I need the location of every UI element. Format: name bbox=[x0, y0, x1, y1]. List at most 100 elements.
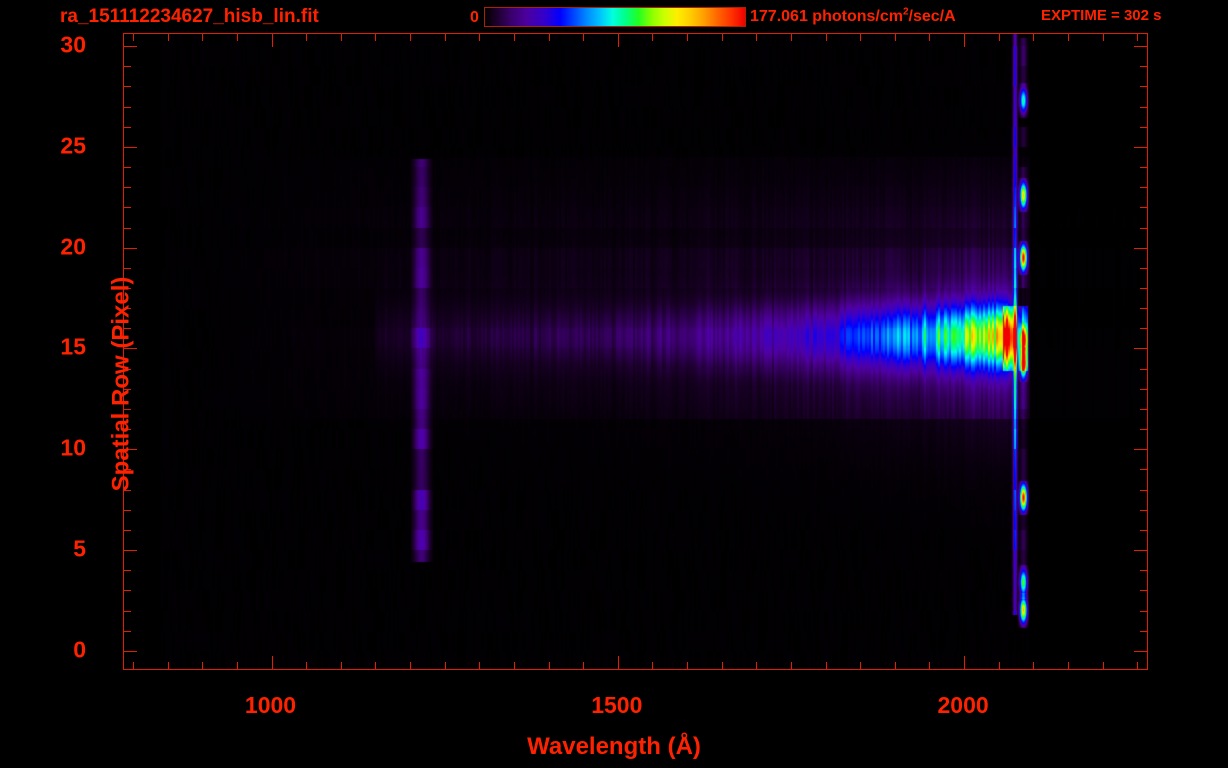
tick-mark bbox=[124, 530, 131, 531]
tick-mark bbox=[375, 662, 376, 669]
tick-mark bbox=[1134, 147, 1147, 148]
tick-mark bbox=[1103, 662, 1104, 669]
tick-mark bbox=[124, 147, 137, 148]
tick-mark bbox=[124, 107, 131, 108]
x-tick-label: 2000 bbox=[937, 692, 989, 718]
tick-mark bbox=[618, 656, 619, 669]
tick-mark bbox=[272, 656, 273, 669]
colorbar[interactable] bbox=[484, 7, 746, 27]
tick-mark bbox=[514, 662, 515, 669]
y-tick-label: 30 bbox=[60, 31, 86, 58]
tick-mark bbox=[1134, 348, 1147, 349]
tick-mark bbox=[929, 34, 930, 41]
tick-mark bbox=[1134, 248, 1147, 249]
tick-mark bbox=[1134, 550, 1147, 551]
tick-mark bbox=[124, 389, 131, 390]
tick-mark bbox=[479, 34, 480, 41]
y-tick-label: 0 bbox=[73, 636, 86, 663]
colorbar-max-label: 177.061 photons/cm2/sec/A bbox=[750, 7, 956, 26]
tick-mark bbox=[756, 662, 757, 669]
tick-mark bbox=[1140, 590, 1147, 591]
tick-mark bbox=[860, 34, 861, 41]
tick-mark bbox=[1140, 389, 1147, 390]
tick-mark bbox=[1140, 86, 1147, 87]
tick-mark bbox=[514, 34, 515, 41]
tick-mark bbox=[826, 34, 827, 41]
tick-mark bbox=[1134, 46, 1147, 47]
page-title: ra_151112234627_hisb_lin.fit bbox=[60, 6, 319, 27]
tick-mark bbox=[895, 34, 896, 41]
tick-mark bbox=[168, 662, 169, 669]
tick-mark bbox=[1068, 34, 1069, 41]
tick-mark bbox=[124, 308, 131, 309]
tick-mark bbox=[1137, 34, 1138, 41]
tick-mark bbox=[479, 662, 480, 669]
tick-mark bbox=[687, 34, 688, 41]
tick-mark bbox=[860, 662, 861, 669]
y-tick-label: 15 bbox=[60, 333, 86, 360]
tick-mark bbox=[999, 662, 1000, 669]
tick-mark bbox=[929, 662, 930, 669]
tick-mark bbox=[124, 490, 131, 491]
tick-mark bbox=[1140, 611, 1147, 612]
tick-mark bbox=[306, 34, 307, 41]
tick-mark bbox=[1140, 429, 1147, 430]
tick-mark bbox=[124, 228, 131, 229]
colorbar-min-label: 0 bbox=[470, 9, 479, 26]
tick-mark bbox=[1103, 34, 1104, 41]
tick-mark bbox=[124, 590, 131, 591]
tick-mark bbox=[652, 662, 653, 669]
tick-mark bbox=[124, 510, 131, 511]
tick-mark bbox=[375, 34, 376, 41]
tick-mark bbox=[1140, 127, 1147, 128]
tick-mark bbox=[124, 86, 131, 87]
tick-mark bbox=[124, 46, 137, 47]
y-tick-label: 10 bbox=[60, 434, 86, 461]
tick-mark bbox=[1140, 228, 1147, 229]
tick-mark bbox=[583, 34, 584, 41]
tick-mark bbox=[410, 34, 411, 41]
tick-mark bbox=[124, 268, 131, 269]
tick-mark bbox=[549, 34, 550, 41]
tick-mark bbox=[1140, 631, 1147, 632]
plot-area[interactable] bbox=[123, 33, 1148, 670]
tick-mark bbox=[133, 662, 134, 669]
tick-mark bbox=[124, 167, 131, 168]
tick-mark bbox=[1140, 107, 1147, 108]
tick-mark bbox=[124, 570, 131, 571]
tick-mark bbox=[124, 631, 131, 632]
tick-mark bbox=[1068, 662, 1069, 669]
exptime-annotation: EXPTIME = 302 s bbox=[1041, 7, 1162, 24]
colorbar-units-post: /sec/A bbox=[908, 8, 956, 25]
tick-mark bbox=[124, 651, 137, 652]
tick-mark bbox=[1140, 268, 1147, 269]
tick-mark bbox=[1140, 328, 1147, 329]
tick-mark bbox=[124, 611, 131, 612]
tick-mark bbox=[124, 550, 137, 551]
tick-mark bbox=[722, 662, 723, 669]
tick-mark bbox=[237, 662, 238, 669]
tick-mark bbox=[1140, 469, 1147, 470]
tick-mark bbox=[1137, 662, 1138, 669]
tick-mark bbox=[124, 127, 131, 128]
tick-mark bbox=[826, 662, 827, 669]
tick-mark bbox=[341, 34, 342, 41]
tick-mark bbox=[1140, 207, 1147, 208]
tick-mark bbox=[722, 34, 723, 41]
tick-mark bbox=[1140, 167, 1147, 168]
tick-mark bbox=[133, 34, 134, 41]
x-axis-title: Wavelength (Å) bbox=[527, 733, 701, 760]
tick-mark bbox=[1140, 308, 1147, 309]
tick-mark bbox=[1033, 34, 1034, 41]
tick-mark bbox=[124, 248, 137, 249]
colorbar-units-pre: photons/cm bbox=[812, 8, 903, 25]
tick-mark bbox=[687, 662, 688, 669]
tick-mark bbox=[124, 469, 131, 470]
y-axis-title: Spatial Row (Pixel) bbox=[107, 276, 135, 492]
tick-mark bbox=[549, 662, 550, 669]
tick-mark bbox=[1134, 449, 1147, 450]
tick-mark bbox=[124, 409, 131, 410]
tick-mark bbox=[341, 662, 342, 669]
tick-mark bbox=[756, 34, 757, 41]
